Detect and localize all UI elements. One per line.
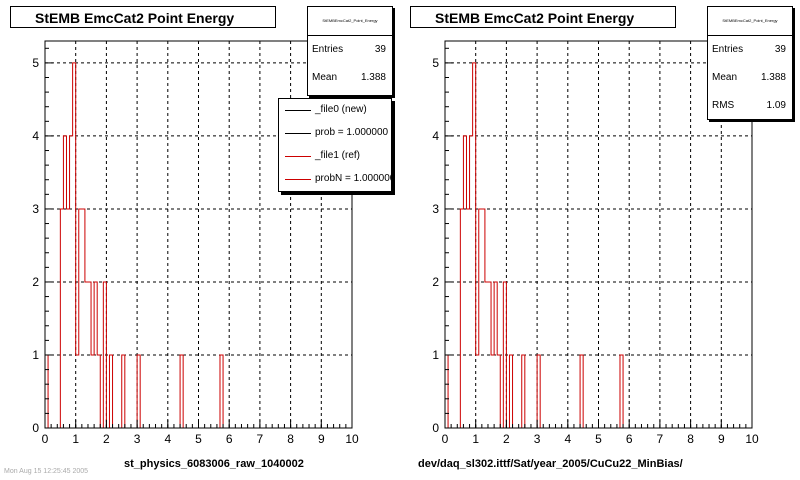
x-axis-title: st_physics_6083006_raw_1040002 [124, 458, 304, 470]
histogram-bin [580, 355, 583, 428]
histogram-bin [473, 63, 476, 428]
histogram-bin [73, 63, 76, 428]
histogram-bin [503, 282, 506, 428]
y-tick-label: 5 [32, 56, 39, 70]
x-tick-label: 6 [226, 432, 233, 446]
legend-swatch [285, 133, 311, 134]
histogram-bin [620, 355, 623, 428]
histogram-panel-left: StEMB EmcCat2 Point Energy 0 1 2 3 4 5 6 7 8 9 10 0… [10, 6, 393, 470]
y-tick-label: 1 [32, 348, 39, 362]
histogram-panel-right: StEMB EmcCat2 Point Energy 0 1 2 3 4 5 6 7 8 9 10 0… [400, 0, 800, 480]
x-tick-label: 1 [72, 432, 79, 446]
stats-title: StEMBEmcCat2_Point_Energy [308, 7, 392, 36]
histogram-bin [94, 282, 97, 428]
x-tick-label: 5 [595, 432, 602, 446]
histogram-bin [485, 282, 488, 428]
x-tick-label: 10 [345, 432, 359, 446]
histogram-bin [482, 209, 485, 428]
x-tick-label: 2 [503, 432, 510, 446]
x-tick-label: 0 [42, 432, 49, 446]
stats-rms: RMS 1.09 [712, 100, 786, 111]
x-tick-label: 10 [745, 432, 759, 446]
histogram-bin [70, 136, 73, 428]
legend-swatch [285, 110, 311, 111]
x-axis-title: dev/daq_sl302.ittf/Sat/year_2005/CuCu22_… [418, 458, 683, 470]
histogram-bin [97, 355, 100, 428]
histogram-bin [460, 209, 463, 428]
histogram-bin [220, 355, 223, 428]
stats-entries: Entries 39 [312, 44, 386, 55]
histogram-bin [60, 209, 63, 428]
histogram-bin [66, 209, 69, 428]
y-tick-label: 1 [432, 348, 439, 362]
histogram-bin [491, 355, 494, 428]
histogram-bin [466, 209, 469, 428]
stats-box: StEMBEmcCat2_Point_Energy Entries 39 Mean… [707, 6, 793, 120]
x-tick-label: 0 [442, 432, 449, 446]
histogram-bin [522, 355, 525, 428]
histogram-bin [85, 282, 88, 428]
histogram-bin [109, 355, 112, 428]
histogram-bin [82, 209, 85, 428]
legend-item-probn: probN = 1.000000 [279, 168, 391, 191]
stats-mean: Mean 1.388 [312, 72, 386, 83]
x-tick-label: 2 [103, 432, 110, 446]
y-tick-label: 4 [432, 129, 439, 143]
x-tick-label: 3 [534, 432, 541, 446]
footer-timestamp: Mon Aug 15 12:25:45 2005 [4, 468, 89, 475]
histogram-bin [476, 355, 479, 428]
legend-swatch [285, 179, 311, 180]
histogram-bin [497, 355, 500, 428]
x-tick-label: 1 [472, 432, 479, 446]
y-tick-label: 2 [432, 275, 439, 289]
y-tick-label: 3 [432, 202, 439, 216]
histogram-bin [137, 355, 140, 428]
histogram-bin [537, 355, 540, 428]
x-tick-label: 7 [257, 432, 264, 446]
histogram-bin [76, 355, 79, 428]
histogram-bin [494, 282, 497, 428]
x-tick-label: 9 [718, 432, 725, 446]
histogram-bin [103, 282, 106, 428]
y-tick-label: 2 [32, 275, 39, 289]
histogram-title: StEMB EmcCat2 Point Energy [10, 6, 276, 28]
x-tick-label: 8 [687, 432, 694, 446]
histogram-bin [63, 136, 66, 428]
histogram-title: StEMB EmcCat2 Point Energy [410, 6, 676, 28]
x-tick-label: 3 [134, 432, 141, 446]
y-tick-label: 0 [432, 421, 439, 435]
histogram-bin [91, 355, 94, 428]
histogram-bin [470, 136, 473, 428]
histogram-plot-right: 0 1 2 3 4 5 6 7 8 9 10 0 1 2 3 4 5 [432, 40, 759, 446]
x-tick-label: 9 [318, 432, 325, 446]
legend-box: _file0 (new) prob = 1.000000 _file1 (ref… [278, 98, 392, 192]
x-tick-label: 7 [657, 432, 664, 446]
x-tick-label: 4 [164, 432, 171, 446]
x-tick-label: 6 [626, 432, 633, 446]
histogram-bin [479, 209, 482, 428]
histogram-bin [463, 136, 466, 428]
histogram-bin [88, 282, 91, 428]
y-tick-label: 0 [32, 421, 39, 435]
histogram-bin [488, 282, 491, 428]
x-tick-label: 8 [287, 432, 294, 446]
legend-swatch [285, 156, 311, 157]
legend-item-file1: _file1 (ref) [279, 145, 391, 168]
histogram-bin [122, 355, 125, 428]
x-tick-label: 4 [564, 432, 571, 446]
legend-item-file0: _file0 (new) [279, 99, 391, 122]
histogram-bin [180, 355, 183, 428]
stats-mean: Mean 1.388 [712, 72, 786, 83]
stats-title: StEMBEmcCat2_Point_Energy [708, 7, 792, 36]
stats-box: StEMBEmcCat2_Point_Energy Entries 39 Mean… [307, 6, 393, 96]
y-tick-label: 5 [432, 56, 439, 70]
stats-entries: Entries 39 [712, 44, 786, 55]
histogram-bin [79, 209, 82, 428]
x-tick-label: 5 [195, 432, 202, 446]
histogram-bin [509, 355, 512, 428]
y-tick-label: 3 [32, 202, 39, 216]
y-tick-label: 4 [32, 129, 39, 143]
legend-item-prob: prob = 1.000000 [279, 122, 391, 145]
